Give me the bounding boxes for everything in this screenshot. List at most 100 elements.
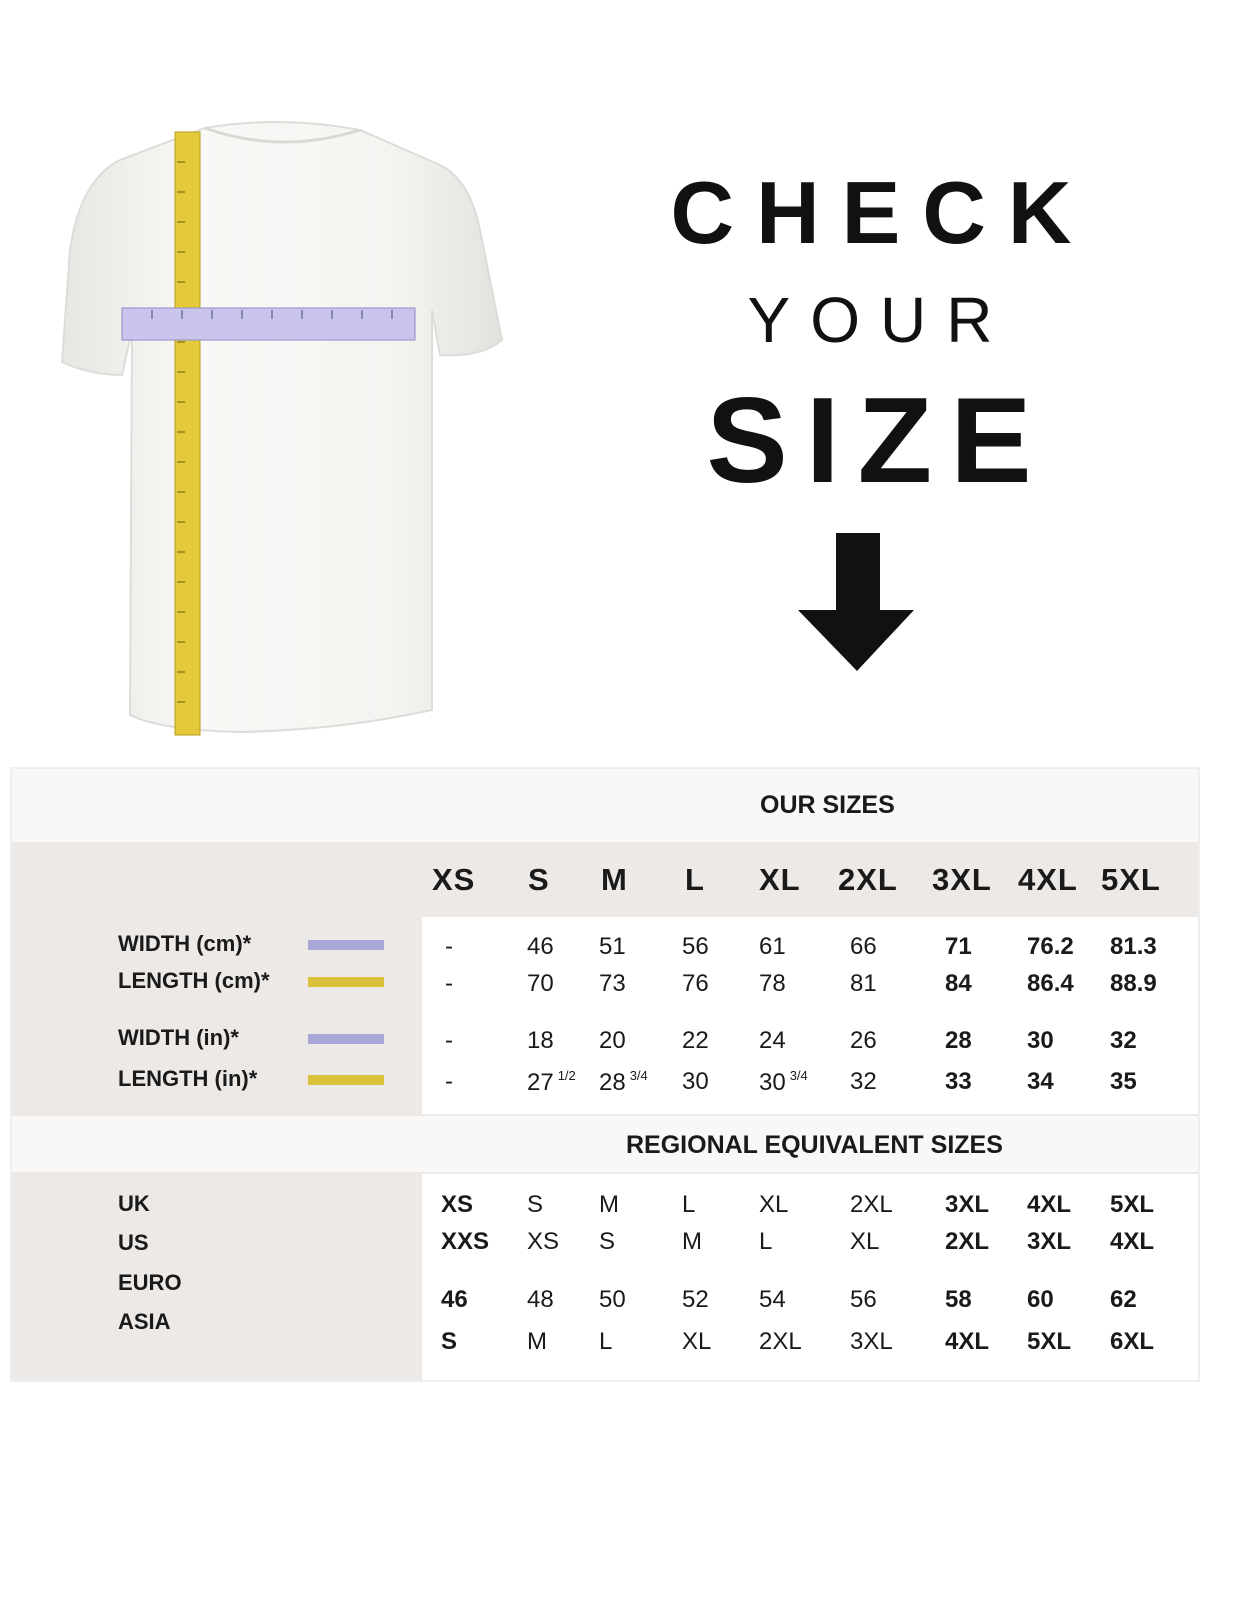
size-header-xs: XS [432,862,476,897]
regional-title: REGIONAL EQUIVALENT SIZES [626,1131,1003,1159]
cell-value: 66 [850,933,877,960]
size-cell: 56 [682,933,709,961]
cell-value: 18 [527,1027,554,1054]
cell-value: 88.9 [1110,970,1157,997]
regional-cell: 3XL [945,1191,990,1218]
size-cell: 22 [682,1027,709,1055]
regional-band [12,1116,1198,1172]
cell-value: 76 [682,970,709,997]
size-header-l: L [685,862,705,897]
size-header-xl: XL [759,862,801,897]
arrow-down-icon [798,533,914,671]
regional-cell: 4XL [945,1328,990,1355]
size-cell: 32 [850,1068,877,1096]
tshirt-measurement-illustration [60,120,504,736]
size-cell: 86.4 [1027,970,1074,998]
regional-cell: 60 [1027,1286,1054,1313]
size-cell: - [445,1068,453,1096]
cell-value: - [445,933,453,960]
cell-value: 34 [1027,1068,1054,1095]
cell-value: 27 [527,1069,554,1096]
headline-your: YOUR [747,284,1013,356]
regional-cell: 6XL [1110,1328,1155,1355]
our-sizes-band [12,769,1198,842]
width-tape [121,307,416,341]
size-chart-table: OUR SIZES XS S M L XL 2XL 3XL 4XL 5XL WIDTH (cm)… [10,767,1200,1382]
cell-value: 76.2 [1027,933,1074,960]
size-cell: 61 [759,933,786,961]
size-cell: 76.2 [1027,933,1074,961]
row-label: WIDTH (in)* [118,1025,239,1050]
headline-size: SIZE [706,372,1050,508]
regional-cell: 5XL [1110,1191,1155,1218]
cell-value: 32 [850,1068,877,1095]
size-cell: 88.9 [1110,970,1157,998]
size-cell: 73 [599,970,626,998]
size-cell: 20 [599,1027,626,1055]
cell-value: 46 [527,933,554,960]
size-cell: 34 [1027,1068,1054,1096]
cell-value: 71 [945,933,972,960]
size-cell: 30 [682,1068,709,1096]
regional-cell: S [527,1191,544,1218]
size-cell: 66 [850,933,877,961]
cell-value: 28 [945,1027,972,1054]
size-cell: 35 [1110,1068,1137,1096]
size-cell: - [445,970,453,998]
regional-cell: L [599,1328,613,1355]
length-swatch [308,1075,384,1085]
size-cell: - [445,933,453,961]
size-cell: 24 [759,1027,786,1055]
cell-value: 86.4 [1027,970,1074,997]
size-cell: 28 3/4 [599,1068,648,1097]
size-header-s: S [528,862,550,897]
length-tape [174,131,201,736]
cell-value: 78 [759,970,786,997]
size-header-4xl: 4XL [1018,862,1078,897]
cell-value: 24 [759,1027,786,1054]
size-header-2xl: 2XL [838,862,898,897]
cell-value: 20 [599,1027,626,1054]
region-label-uk: UK [118,1191,150,1216]
regional-cell: M [527,1328,547,1355]
size-cell: 30 3/4 [759,1068,808,1097]
size-cell: 46 [527,933,554,961]
cell-value: 32 [1110,1027,1137,1054]
size-header-5xl: 5XL [1101,862,1161,897]
size-cell: 28 [945,1027,972,1055]
cell-value: 30 [682,1068,709,1095]
region-label-us: US [118,1230,149,1255]
size-cell: 18 [527,1027,554,1055]
regional-cell: 48 [527,1286,554,1313]
regional-cell: M [682,1228,702,1255]
length-swatch [308,977,384,987]
row-label: WIDTH (cm)* [118,931,252,956]
cell-value: - [445,1027,453,1054]
cell-value: 81.3 [1110,933,1157,960]
regional-cell: L [682,1191,696,1218]
regional-cell: XXS [441,1228,490,1255]
regional-cell: 2XL [850,1191,893,1218]
cell-value: - [445,970,453,997]
cell-value: 33 [945,1068,972,1095]
regional-cell: 5XL [1027,1328,1072,1355]
size-cell: 33 [945,1068,972,1096]
regional-cell: 62 [1110,1286,1137,1313]
regional-cell: 56 [850,1286,877,1313]
regional-cell: 54 [759,1286,786,1313]
headline-check: CHECK [670,163,1094,262]
cell-value: 26 [850,1027,877,1054]
cell-value: 22 [682,1027,709,1054]
cell-value: 30 [759,1069,786,1096]
size-header-3xl: 3XL [932,862,992,897]
size-cell: 27 1/2 [527,1068,576,1097]
cell-fraction: 1/2 [557,1068,576,1083]
size-cell: 26 [850,1027,877,1055]
cell-value: 84 [945,970,972,997]
cell-fraction: 3/4 [789,1068,808,1083]
cell-value: 51 [599,933,626,960]
regional-cell: 52 [682,1286,709,1313]
regional-cell: S [599,1228,616,1255]
region-label-euro: EURO [118,1270,182,1295]
cell-fraction: 3/4 [629,1068,648,1083]
